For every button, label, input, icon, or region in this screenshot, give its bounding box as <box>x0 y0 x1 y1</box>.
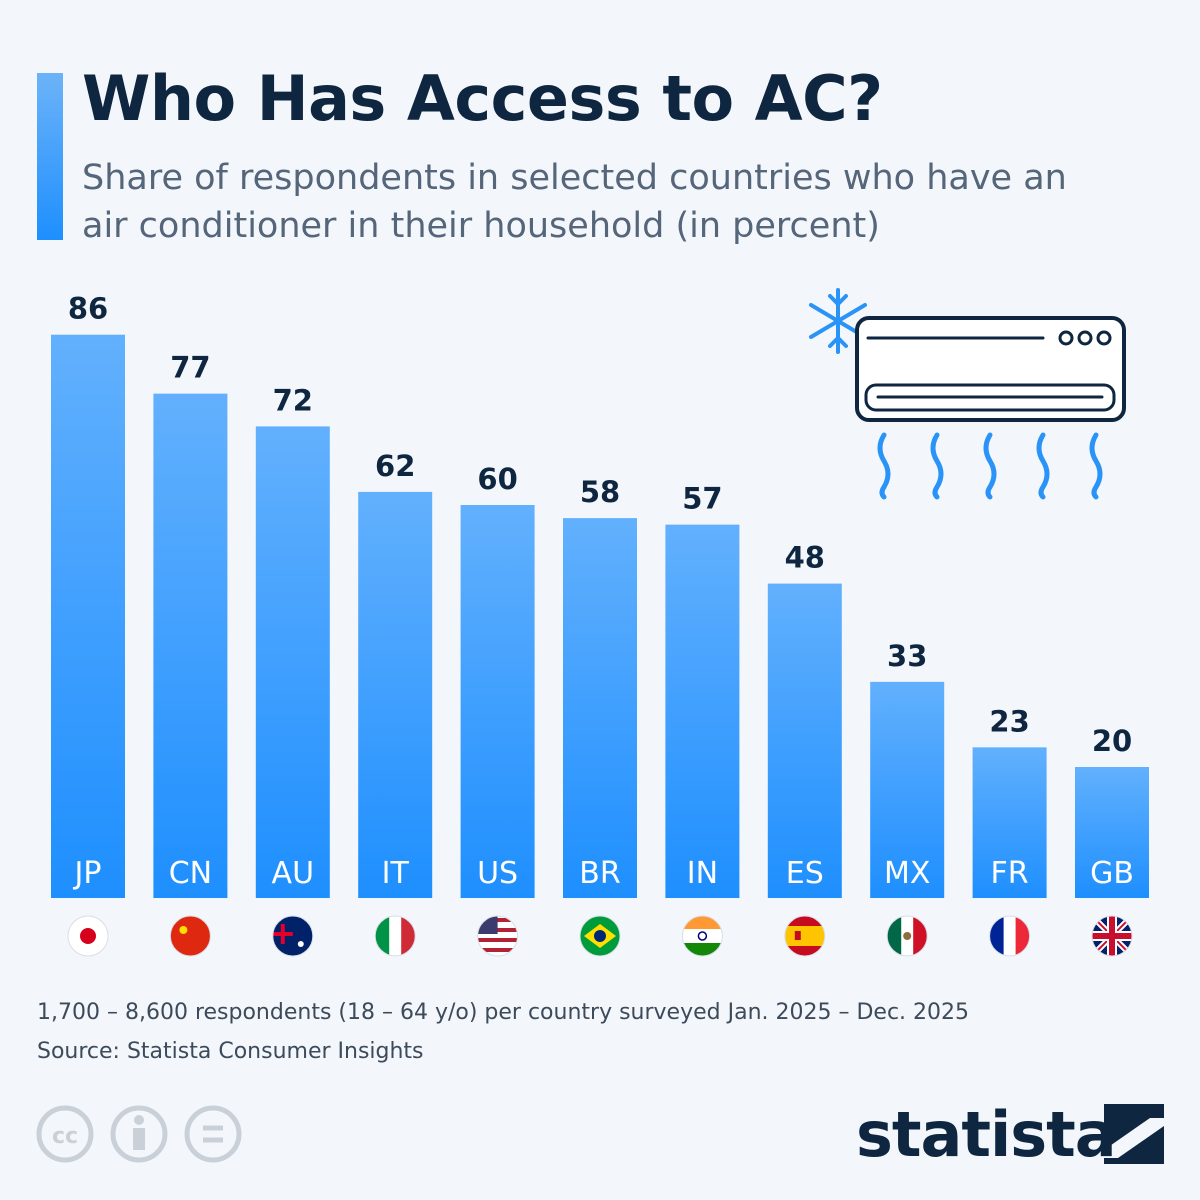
source: Source: Statista Consumer Insights <box>37 1039 424 1064</box>
flag-icon <box>681 915 723 957</box>
flag-icon <box>784 915 826 957</box>
flag-icon <box>272 915 314 957</box>
bar <box>153 393 228 898</box>
bar <box>1075 767 1149 898</box>
chart-subtitle: Share of respondents in selected countri… <box>82 158 1067 246</box>
flag-icon <box>374 915 416 957</box>
value-label: 33 <box>887 639 927 673</box>
value-label: 86 <box>68 292 108 326</box>
x-tick-label: AU <box>272 856 314 891</box>
value-label: 20 <box>1092 724 1132 758</box>
chart-title: Who Has Access to AC? <box>82 62 883 135</box>
ac-illustration <box>809 288 1126 500</box>
x-tick-label: CN <box>169 856 212 891</box>
x-tick-label: FR <box>991 856 1029 891</box>
bar <box>972 747 1047 898</box>
value-label: 48 <box>785 541 825 575</box>
flag-icon <box>886 915 928 957</box>
bar <box>767 583 842 898</box>
flag-icon <box>989 915 1031 957</box>
value-label: 77 <box>170 351 210 385</box>
flag-icon <box>579 915 621 957</box>
bar <box>460 505 535 898</box>
x-tick-label: GB <box>1090 856 1134 891</box>
bar <box>665 524 740 898</box>
x-tick-label: US <box>477 856 518 891</box>
value-label: 72 <box>273 383 313 417</box>
x-tick-label: BR <box>579 856 620 891</box>
brand-icon <box>1104 1104 1164 1164</box>
bar <box>255 426 330 898</box>
flag-icon <box>67 915 109 957</box>
value-label: 58 <box>580 475 620 509</box>
flag-icon <box>1091 915 1133 957</box>
x-tick-label: JP <box>73 856 102 891</box>
flag-icon <box>169 915 211 957</box>
value-label: 23 <box>989 704 1029 738</box>
x-tick-label: MX <box>884 856 930 891</box>
value-label: 57 <box>682 482 722 516</box>
x-tick-label: IT <box>382 856 410 891</box>
x-tick-label: IN <box>687 856 718 891</box>
title-accent <box>37 73 63 240</box>
value-label: 60 <box>477 462 517 496</box>
license-icons: cc <box>36 1105 242 1163</box>
bar <box>870 681 945 898</box>
flag-icon <box>477 915 519 957</box>
bar <box>563 518 637 898</box>
svg-text:cc: cc <box>52 1124 78 1149</box>
value-label: 62 <box>375 449 415 483</box>
note: 1,700 – 8,600 respondents (18 – 64 y/o) … <box>37 1000 970 1025</box>
brand-logo: statista <box>856 1098 1117 1171</box>
x-tick-label: ES <box>786 856 824 891</box>
bar <box>51 334 125 898</box>
bar <box>358 491 433 898</box>
